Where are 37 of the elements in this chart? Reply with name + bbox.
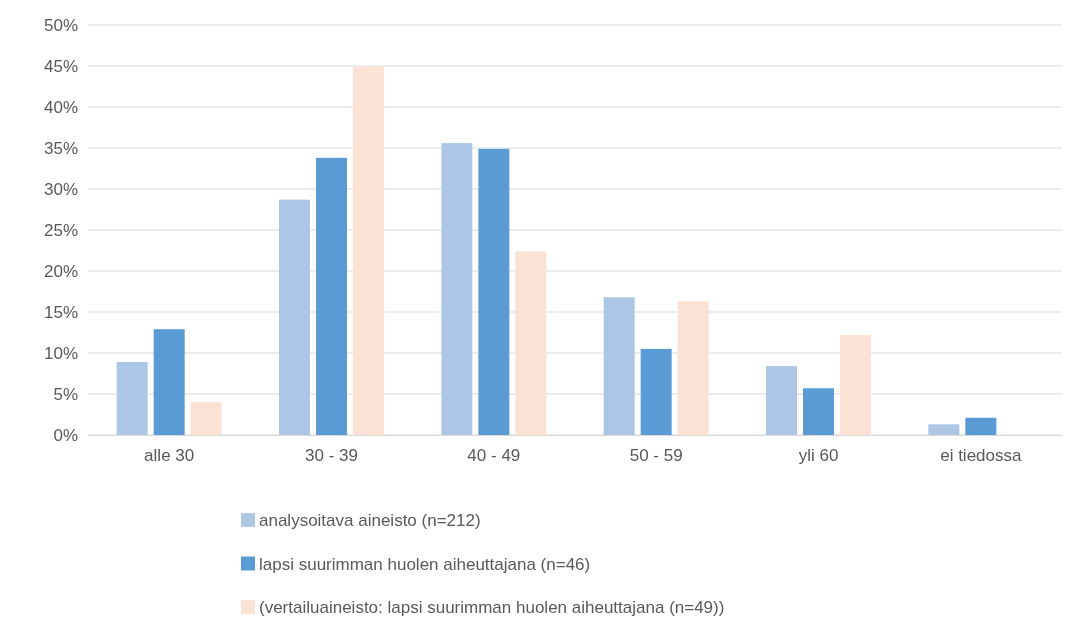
y-tick-label: 15%	[43, 302, 78, 322]
x-tick-label: 40 - 49	[467, 446, 521, 466]
y-tick-label: 20%	[43, 261, 78, 281]
bar	[153, 329, 185, 435]
bar	[603, 297, 635, 435]
bar	[766, 366, 797, 435]
x-tick-label: yli 60	[798, 446, 839, 466]
bar	[353, 66, 384, 435]
x-tick-label: 50 - 59	[629, 446, 683, 466]
bar	[316, 157, 347, 435]
bar	[116, 362, 148, 435]
legend-label: analysoitava aineisto (n=212)	[259, 511, 481, 530]
bar	[965, 417, 997, 435]
x-tick-label: alle 30	[144, 446, 195, 466]
y-tick-label: 10%	[43, 343, 78, 363]
bar	[279, 199, 310, 435]
x-tick-label: 30 - 39	[305, 446, 358, 466]
legend-label: (vertailuaineisto: lapsi suurimman huolen aiheuttajana (n=49))	[259, 598, 725, 617]
y-tick-label: 45%	[43, 56, 78, 76]
x-tick-label: ei tiedossa	[940, 446, 1023, 466]
legend-label: lapsi suurimman huolen aiheuttajana (n=46)	[259, 554, 591, 574]
y-tick-label: 5%	[53, 384, 78, 404]
bar	[928, 424, 960, 435]
bar	[190, 402, 222, 435]
y-tick-label: 40%	[43, 97, 78, 117]
y-tick-label: 50%	[43, 15, 78, 35]
y-tick-label: 25%	[43, 220, 78, 240]
y-tick-label: 0%	[53, 425, 78, 445]
y-tick-label: 35%	[43, 138, 78, 158]
bar	[803, 388, 834, 435]
bar	[840, 334, 871, 435]
y-tick-label: 30%	[43, 179, 78, 199]
bar	[478, 148, 510, 435]
bar	[515, 251, 547, 435]
bar	[640, 348, 672, 435]
bar	[677, 301, 709, 435]
bar	[441, 143, 473, 435]
